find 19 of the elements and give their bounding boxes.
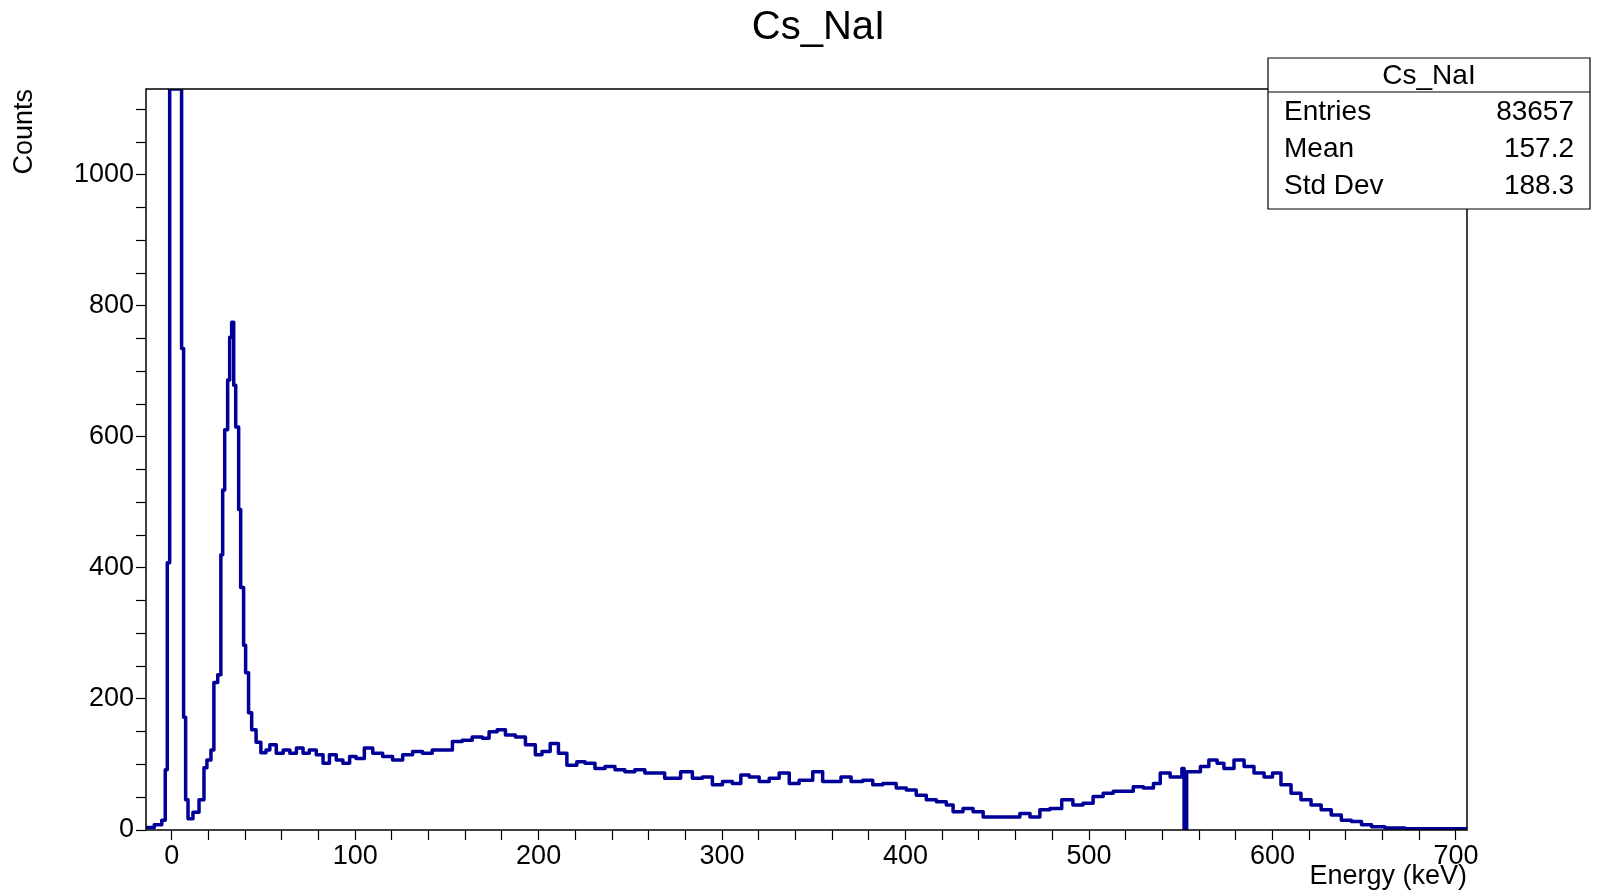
text: Std Dev 188.3: [1284, 169, 1574, 201]
y-tick-label: 600: [88, 420, 134, 451]
x-tick-label: 400: [883, 839, 929, 870]
x-tick-label: 100: [332, 839, 378, 870]
y-tick-label: 0: [118, 813, 134, 844]
x-tick-label: 300: [699, 839, 745, 870]
y-tick-label: 200: [88, 682, 134, 713]
text: Mean 157.2: [1284, 132, 1574, 164]
y-axis-title: Counts: [7, 89, 38, 175]
x-tick-label: 0: [164, 839, 180, 870]
y-tick-label: 800: [88, 289, 134, 320]
x-tick-label: 200: [516, 839, 562, 870]
y-tick-label: 1000: [73, 158, 134, 189]
y-tick-label: 400: [88, 551, 134, 582]
x-tick-label: 500: [1066, 839, 1112, 870]
annotation: Cs_NaI: [1382, 58, 1476, 90]
chart-title: Cs_NaI: [751, 3, 886, 48]
x-tick-label: 600: [1249, 839, 1296, 870]
text: Entries 83657: [1284, 95, 1574, 127]
